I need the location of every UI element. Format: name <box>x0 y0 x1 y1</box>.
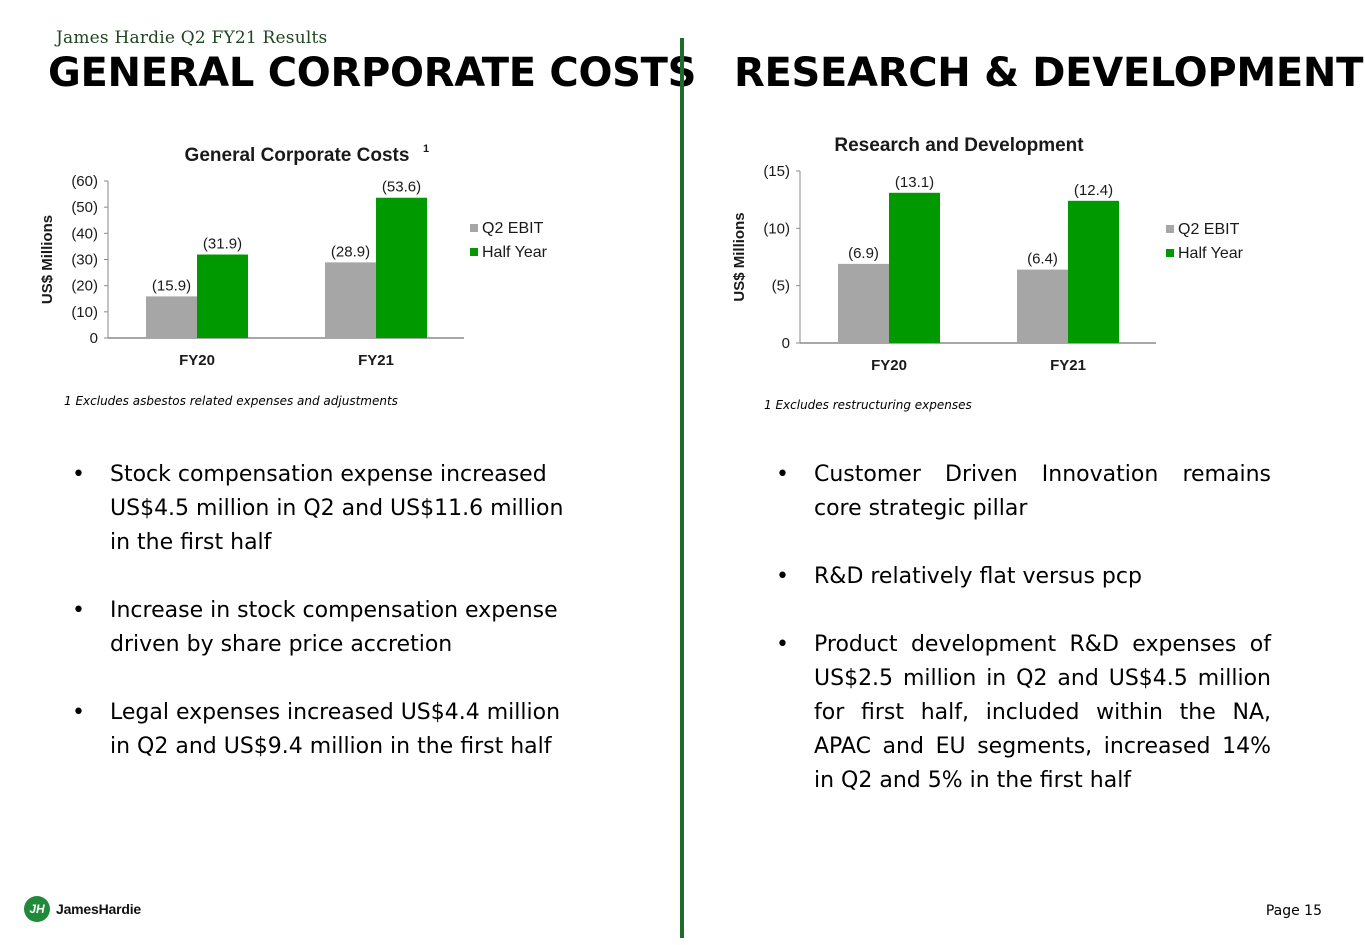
y-tick-label: 0 <box>90 330 98 347</box>
bar-data-label: (6.4) <box>1027 251 1058 268</box>
bar-q2-ebit <box>325 262 376 338</box>
y-tick-label: (30) <box>71 252 98 269</box>
bar-q2-ebit <box>146 296 197 338</box>
bar-data-label: (28.9) <box>331 243 370 260</box>
chart-title: General Corporate Costs <box>185 145 410 166</box>
legend-swatch <box>1166 225 1174 233</box>
legend-label: Q2 EBIT <box>1178 221 1240 238</box>
y-axis-label: US$ Millions <box>39 215 56 304</box>
research-development-chart: Research and Development US$ Millions 0 (5)… <box>731 135 1244 374</box>
legend-label: Q2 EBIT <box>482 220 544 237</box>
bar-half-year <box>376 197 427 338</box>
bar-data-label: (12.4) <box>1074 182 1113 199</box>
y-tick-label: (10) <box>763 220 790 237</box>
bullet-item: Increase in stock compensation expense d… <box>72 594 572 662</box>
bar-data-label: (31.9) <box>203 236 242 253</box>
bar-q2-ebit <box>1017 269 1068 343</box>
y-tick-label: 0 <box>782 335 790 352</box>
legend-swatch <box>470 224 478 232</box>
legend-swatch <box>1166 249 1174 257</box>
bar-data-label: (6.9) <box>848 245 879 262</box>
y-tick-label: (20) <box>71 278 98 295</box>
bullet-item: Product development R&D expenses of US$2… <box>776 628 1271 798</box>
logo-mark-icon: JH <box>24 896 50 922</box>
bar-half-year <box>197 254 248 338</box>
bullet-item: Legal expenses increased US$4.4 million … <box>72 696 572 764</box>
bullet-item: R&D relatively flat versus pcp <box>776 560 1271 594</box>
report-subtitle: James Hardie Q2 FY21 Results <box>56 28 328 48</box>
right-bullet-list: Customer Driven Innovation remains core … <box>776 458 1271 832</box>
y-tick-label: (40) <box>71 225 98 242</box>
general-corporate-costs-chart: General Corporate Costs 1 US$ Millions 0 (10… <box>39 143 548 369</box>
y-tick-label: (15) <box>763 163 790 180</box>
bar-data-label: (15.9) <box>152 277 191 294</box>
y-tick-label: (5) <box>772 278 790 295</box>
bar-half-year <box>889 192 940 343</box>
left-footnote: 1 Excludes asbestos related expenses and… <box>64 394 398 408</box>
legend-label: Half Year <box>1178 245 1244 262</box>
bar-data-label: (13.1) <box>895 174 934 191</box>
chart-title: Research and Development <box>834 135 1084 156</box>
legend-label: Half Year <box>482 244 548 261</box>
page-number: Page 15 <box>1265 903 1322 919</box>
y-tick-label: (10) <box>71 304 98 321</box>
x-tick-label: FY20 <box>871 357 907 374</box>
bullet-item: Customer Driven Innovation remains core … <box>776 458 1271 526</box>
right-section-title: RESEARCH & DEVELOPMENT <box>734 50 1364 96</box>
y-tick-label: (50) <box>71 199 98 216</box>
bullet-item: Stock compensation expense increased US$… <box>72 458 572 560</box>
logo-wordmark: JamesHardie <box>56 901 141 917</box>
bar-data-label: (53.6) <box>382 179 421 196</box>
bar-q2-ebit <box>838 263 889 343</box>
left-bullet-list: Stock compensation expense increased US$… <box>72 458 572 798</box>
bar-half-year <box>1068 200 1119 343</box>
left-section-title: GENERAL CORPORATE COSTS <box>48 50 697 96</box>
y-tick-label: (60) <box>71 173 98 190</box>
james-hardie-logo: JH JamesHardie <box>24 896 141 922</box>
vertical-divider <box>680 38 684 938</box>
y-axis-label: US$ Millions <box>731 212 748 301</box>
x-tick-label: FY21 <box>358 352 394 369</box>
right-footnote: 1 Excludes restructuring expenses <box>764 398 972 412</box>
x-tick-label: FY21 <box>1050 357 1086 374</box>
legend-swatch <box>470 248 478 256</box>
chart-title-superscript: 1 <box>423 143 429 155</box>
x-tick-label: FY20 <box>179 352 215 369</box>
